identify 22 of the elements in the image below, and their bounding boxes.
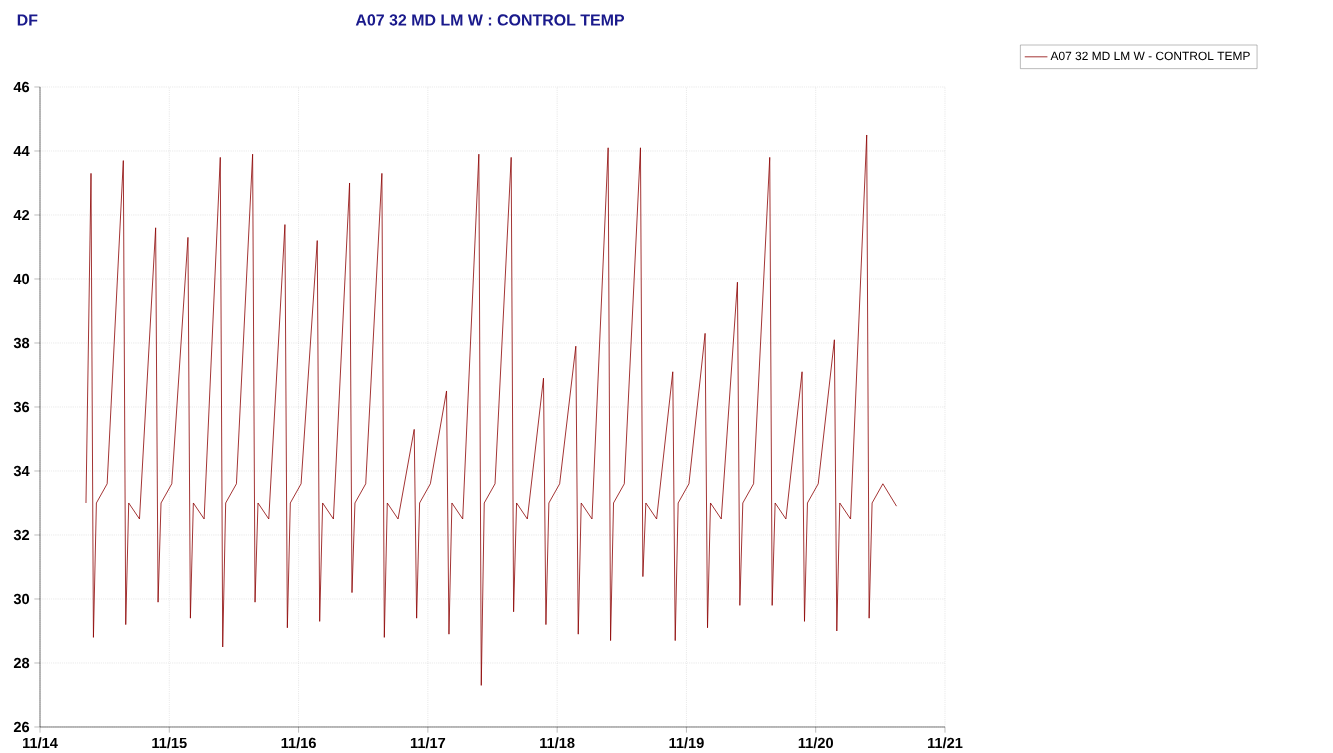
- y-tick-label: 44: [13, 146, 30, 157]
- y-tick-label: 30: [13, 593, 30, 605]
- y-tick-label: 42: [13, 210, 30, 221]
- y-tick-label: 28: [13, 658, 30, 669]
- x-tick-label: 11/21: [928, 737, 963, 749]
- x-tick-label: 11/20: [798, 737, 833, 749]
- text: DF: [17, 14, 38, 26]
- y-tick-label: 40: [13, 274, 30, 285]
- y-tick-label: 32: [13, 529, 30, 541]
- x-tick-label: 11/17: [410, 737, 446, 749]
- y-tick-label: 46: [13, 82, 30, 93]
- x-tick-label: 11/19: [669, 737, 704, 749]
- chart-title: A07 32 MD LM W : CONTROL TEMP: [355, 14, 625, 26]
- y-tick-label: 38: [13, 337, 30, 349]
- y-tick-label: 36: [13, 401, 30, 413]
- x-tick-label: 11/15: [152, 737, 187, 749]
- legend-label: A07 32 MD LM W - CONTROL TEMP: [1050, 51, 1250, 61]
- x-tick-label: 11/16: [281, 737, 316, 749]
- x-tick-label: 11/18: [540, 737, 575, 749]
- y-tick-label: 26: [13, 722, 30, 733]
- x-tick-label: 11/14: [23, 737, 58, 749]
- y-tick-label: 34: [13, 465, 30, 477]
